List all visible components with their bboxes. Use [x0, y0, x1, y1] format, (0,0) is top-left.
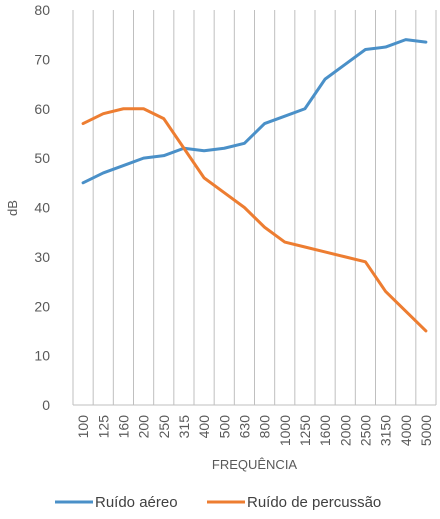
x-tick-label: 160: [115, 415, 131, 439]
y-tick-label: 60: [34, 101, 50, 117]
x-tick-label: 500: [216, 415, 232, 439]
x-tick-label: 1600: [317, 415, 333, 446]
gridlines: [72, 10, 437, 405]
x-tick-label: 5000: [418, 415, 434, 446]
x-tick-label: 2500: [357, 415, 373, 446]
legend-label: Ruído de percussão: [247, 494, 381, 511]
x-tick-label: 250: [156, 415, 172, 439]
x-axis-ticks: 100 125 160 200 250 315 400 500 630 800 1000 1250 16…: [75, 415, 434, 446]
x-tick-label: 400: [196, 415, 212, 439]
x-tick-label: 315: [176, 415, 192, 439]
y-tick-label: 70: [34, 51, 50, 67]
x-tick-label: 4000: [398, 415, 414, 446]
x-tick-label: 100: [75, 415, 91, 439]
y-tick-label: 40: [34, 200, 50, 216]
y-tick-label: 20: [34, 298, 50, 314]
legend-label: Ruído aéreo: [95, 494, 178, 511]
y-tick-label: 0: [42, 397, 50, 413]
y-axis-ticks: 0 10 20 30 40 50 60 70 80: [34, 2, 50, 413]
x-tick-label: 3150: [378, 415, 394, 446]
series-lines: [81, 38, 428, 333]
x-tick-label: 1000: [277, 415, 293, 446]
y-tick-label: 80: [34, 2, 50, 18]
x-tick-label: 630: [236, 415, 252, 439]
y-axis-title: dB: [5, 200, 20, 216]
y-tick-label: 30: [34, 249, 50, 265]
y-tick-label: 50: [34, 150, 50, 166]
x-tick-label: 200: [136, 415, 152, 439]
x-tick-label: 125: [95, 415, 111, 439]
series-line-ruido-aereo: [81, 38, 428, 185]
x-tick-label: 800: [257, 415, 273, 439]
x-tick-label: 2000: [337, 415, 353, 446]
series-line-ruido-percussao: [81, 107, 428, 333]
legend: Ruído aéreo Ruído de percussão: [55, 494, 381, 511]
y-tick-label: 10: [34, 348, 50, 364]
x-axis-title: FREQUÊNCIA: [212, 457, 298, 472]
x-tick-label: 1250: [297, 415, 313, 446]
